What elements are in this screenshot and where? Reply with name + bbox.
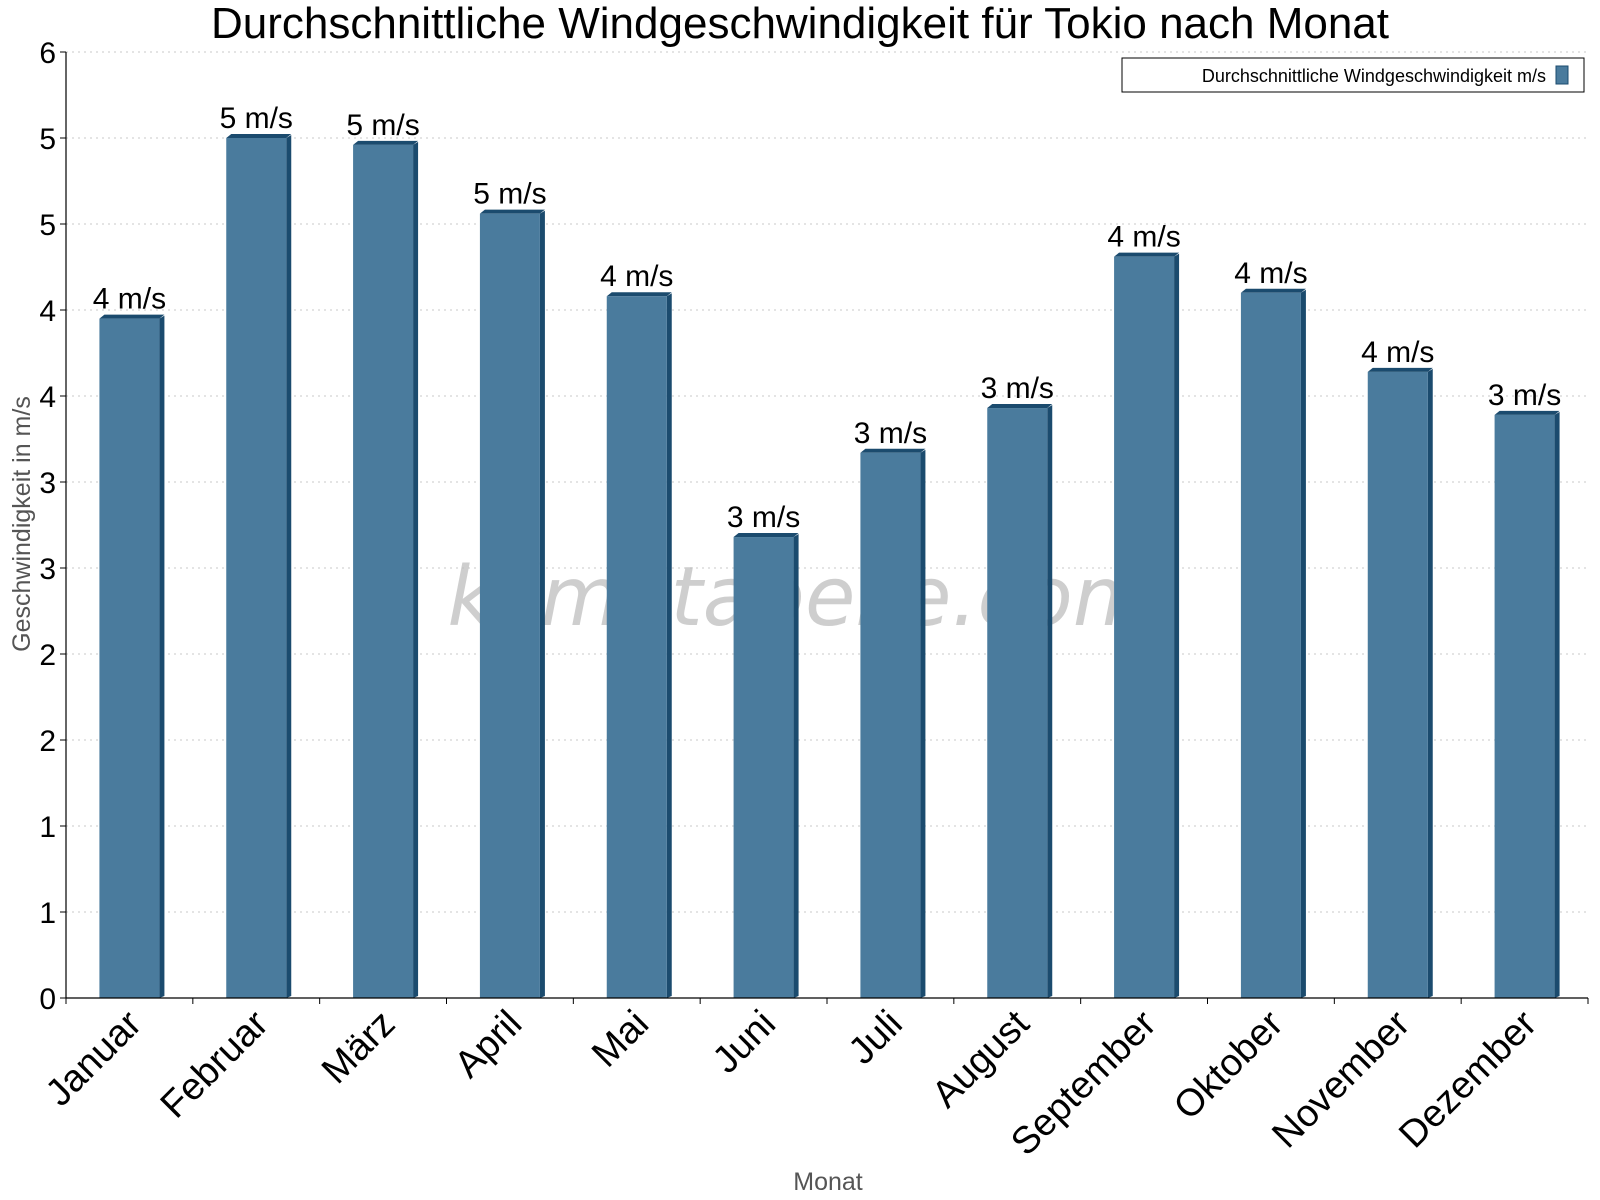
data-label: 5 m/s [473, 178, 546, 211]
bar-top [606, 292, 672, 297]
bar-side [539, 210, 545, 998]
data-label: 4 m/s [1234, 257, 1307, 290]
y-tick-label: 4 [39, 381, 56, 414]
x-axis-label: Monat [793, 1168, 863, 1196]
y-tick-label: 0 [39, 983, 56, 1016]
x-axis-ticks: Januar Februar März April Mai Juni Juli AugustS… [38, 998, 1589, 1164]
data-label: 3 m/s [854, 417, 927, 450]
x-tick-label: Dezember [1391, 1002, 1545, 1156]
chart-title: Durchschnittliche Windgeschwindigkeit fü… [211, 0, 1389, 48]
data-label: 4 m/s [1361, 336, 1434, 369]
data-label: 5 m/s [220, 102, 293, 135]
legend-swatch [1555, 65, 1569, 85]
y-tick-label: 4 [39, 295, 56, 328]
bar-top [860, 448, 926, 453]
x-tick-label: Februar [153, 1002, 277, 1126]
bar-top [987, 404, 1053, 409]
bar-dezember [1494, 414, 1555, 998]
bar-märz [353, 144, 414, 998]
bar-top [1240, 288, 1306, 293]
data-labels: 4 m/s 5 m/s 5 m/s 5 m/s 4 m/s 3 m/s 3 m/s 3 m/s… [93, 102, 1562, 534]
bar-side [1554, 411, 1560, 998]
bar-side [666, 293, 672, 998]
x-tick-label: März [314, 1003, 403, 1092]
bar-juni [733, 537, 794, 998]
bar-side [286, 135, 292, 998]
bar-side [920, 449, 926, 998]
legend-box [1121, 57, 1585, 93]
bar-top [226, 134, 292, 138]
bar-top [479, 209, 545, 214]
data-label: 4 m/s [1107, 221, 1180, 254]
y-tick-label: 2 [39, 725, 56, 758]
bar-top [733, 533, 799, 538]
x-tick-label: August [924, 1002, 1038, 1116]
y-tick-label: 3 [39, 553, 56, 586]
bar-top [1494, 410, 1560, 415]
data-label: 4 m/s [93, 283, 166, 316]
x-tick-label: Juni [705, 1003, 784, 1082]
data-label: 4 m/s [600, 260, 673, 293]
bar-mai [606, 296, 667, 998]
data-label: 3 m/s [727, 501, 800, 534]
y-tick-label: 2 [39, 639, 56, 672]
data-label: 3 m/s [1488, 379, 1561, 412]
bar-april [479, 213, 540, 998]
x-tick-label: Mai [584, 1003, 657, 1076]
bar-juli [860, 452, 921, 998]
bar-side [1427, 368, 1433, 998]
grid-lines [66, 51, 1588, 913]
bar-side [413, 141, 419, 998]
data-label: 3 m/s [981, 372, 1054, 405]
bar-november [1367, 371, 1428, 998]
x-tick-label: April [447, 1003, 530, 1086]
bar-februar [226, 138, 287, 998]
x-tick-label: November [1264, 1002, 1418, 1156]
bar-top [1367, 367, 1433, 372]
bar-side [1300, 289, 1306, 998]
y-tick-label: 1 [39, 811, 56, 844]
y-tick-label: 3 [39, 467, 56, 500]
y-axis-ticks: 0 1 1 2 2 3 3 4 4 5 5 6 [39, 37, 66, 1016]
x-tick-label: Oktober [1166, 1002, 1292, 1128]
bar-side [1047, 405, 1053, 998]
legend: Durchschnittliche Windgeschwindigkeit m/… [1121, 57, 1585, 93]
y-tick-label: 6 [39, 37, 56, 70]
bar-top [353, 140, 419, 145]
x-tick-label: Januar [38, 1002, 150, 1114]
bar-oktober [1240, 292, 1301, 998]
y-tick-label: 5 [39, 123, 56, 156]
axes [65, 52, 1588, 999]
y-tick-label: 1 [39, 897, 56, 930]
bar-side [1174, 253, 1180, 998]
legend-label: Durchschnittliche Windgeschwindigkeit m/… [1202, 66, 1546, 86]
bar-september [1114, 256, 1175, 998]
y-axis-label: Geschwindigkeit in m/s [8, 396, 36, 652]
bar-side [793, 534, 799, 998]
y-tick-label: 5 [39, 209, 56, 242]
bar-series [99, 134, 1560, 999]
data-label: 5 m/s [346, 109, 419, 142]
x-tick-label: Juli [841, 1003, 911, 1073]
bar-top [1114, 252, 1180, 257]
bar-januar [99, 318, 160, 999]
bar-top [99, 314, 165, 319]
bar-side [159, 315, 165, 999]
bar-august [987, 408, 1048, 998]
